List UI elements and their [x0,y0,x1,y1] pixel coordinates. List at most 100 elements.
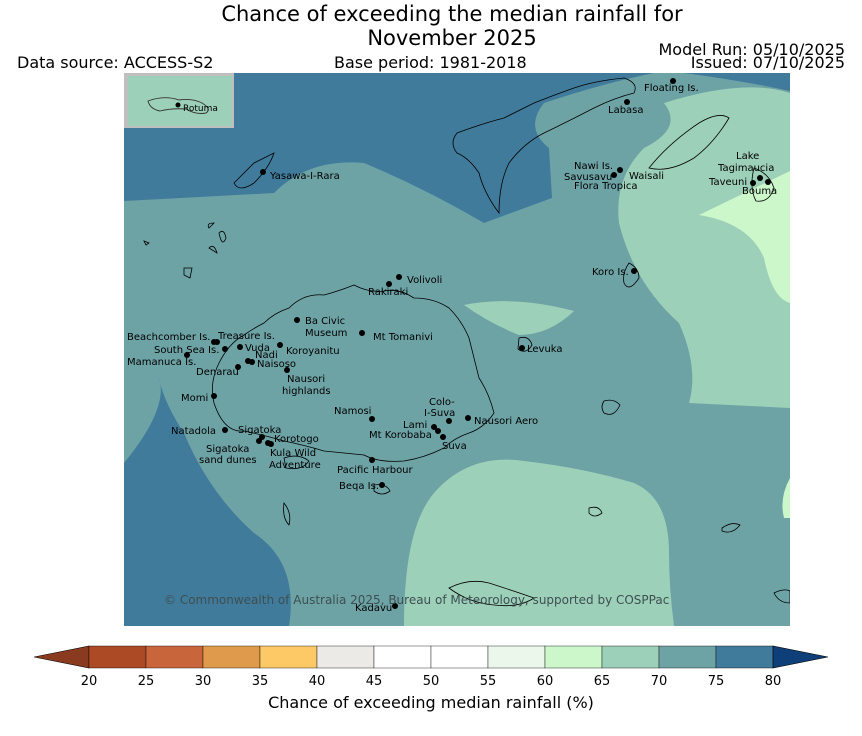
colorbar-cell [259,645,318,669]
label-kula2: Adventure [269,460,321,471]
marker-yasawa [260,169,266,175]
label-korobaba: Mt Korobaba [369,430,432,441]
label-sigatoka: Sigatoka [238,425,281,436]
label-sig-dunes2: sand dunes [199,455,257,466]
label-flora: Flora Tropica [574,181,637,192]
viti-levu-coast [211,284,495,462]
label-nausori-h1: Nausori [287,374,325,385]
koro-coast [623,262,640,288]
colorbar-ticks: 20 25 30 35 40 45 50 55 60 65 70 75 80 [81,674,782,689]
zone-60-65-east [699,171,790,303]
zone-75-80-north [124,73,654,223]
label-colo1: Colo- [429,397,455,408]
zone-60-65-southeast [782,478,790,518]
marker-kula [268,441,274,447]
marker-ba [294,317,300,323]
zone-65-70-south [404,459,674,626]
rainfall-map: Floating Is. Labasa Yasawa-I-Rara Nawi I… [124,73,790,626]
marker-namosi [369,416,375,422]
map-title: Chance of exceeding the median rainfall … [0,2,862,50]
colorbar-tick-label: 35 [252,674,269,689]
title-line-1: Chance of exceeding the median rainfall … [221,2,683,26]
marker-natadola [222,427,228,433]
east-islet [773,589,790,604]
marker-koro [631,268,637,274]
label-sig-dunes1: Sigatoka [206,444,249,455]
label-tagimaucia: Tagimaucia [717,163,774,174]
label-kula1: Kula Wild [270,448,316,459]
marker-southsea [222,346,228,352]
marker-treasure [214,339,220,345]
label-colo2: I-Suva [424,408,455,419]
label-kadavu: Kadavu [355,603,392,614]
colorbar-cell [715,645,774,669]
label-volivoli: Volivoli [407,275,442,286]
colorbar-tick-label: 70 [651,674,668,689]
label-koroyanitu: Koroyanitu [286,346,340,357]
data-source-label: Data source: ACCESS-S2 [17,53,214,72]
zone-75-80-ne [684,73,790,91]
taveuni-coast [751,167,775,202]
kadavu-coast [448,580,535,607]
zone-65-70-central [464,301,574,335]
label-mamanuca: Mamanuca Is. [127,357,196,368]
colorbar-cell [601,645,660,669]
colorbar-tick-label: 40 [309,674,326,689]
colorbar-cell [145,645,204,669]
place-labels: Floating Is. Labasa Yasawa-I-Rara Nawi I… [127,83,777,614]
marker-korobaba [435,428,441,434]
issued-label: Issued: 07/10/2025 [690,53,845,72]
label-museum: Museum [305,328,347,339]
copyright-notice: © Commonwealth of Australia 2025, Bureau… [164,593,669,607]
colorbar-tick-label: 75 [708,674,725,689]
colorbar-tick-label: 65 [594,674,611,689]
label-koro: Koro Is. [592,267,629,278]
label-nausori-h2: highlands [282,386,331,397]
vatulele-coast [283,502,291,526]
label-savusavu: Savusavu [564,172,612,183]
label-korotogo: Korotogo [274,434,319,445]
marker-sigatoka-dunes [256,438,262,444]
label-levuka: Levuka [527,344,563,355]
marker-momi [211,393,217,399]
colorbar-tick-label: 80 [765,674,782,689]
label-naisoso: Naisoso [257,359,296,370]
marker-denarau [235,364,241,370]
label-southsea: South Sea Is. [154,345,219,356]
colorbar-tick-label: 55 [480,674,497,689]
colorbar-tick-label: 45 [366,674,383,689]
label-vuda: Vuda [245,343,270,354]
gau-coast [601,399,621,415]
label-namosi: Namosi [334,406,371,417]
marker-tagimaucia [757,175,763,181]
colorbar-cell [487,645,546,669]
marker-colo [446,418,452,424]
yasawa-coast [143,152,275,279]
south-coast-islet [283,455,310,470]
marker-beqa [379,482,385,488]
marker-labasa [624,99,630,105]
base-period-label: Base period: 1981-2018 [334,53,527,72]
vanua-levu-coast [452,77,636,215]
moala-coast [588,506,603,517]
label-momi: Momi [181,393,208,404]
colorbar-cell [316,645,375,669]
marker-rotuma [175,102,181,108]
label-suva: Suva [442,441,467,452]
marker-lami [431,424,437,430]
marker-tomanivi [359,330,365,336]
label-beachcomber: Beachcomber Is. [127,332,210,343]
label-treasure: Treasure Is. [217,331,275,342]
colorbar-cell [373,645,432,669]
colorbar-tick-label: 50 [423,674,440,689]
label-labasa: Labasa [608,105,644,116]
marker-pacific-harbour [369,457,375,463]
marker-bouma [765,179,771,185]
label-yasawa: Yasawa-I-Rara [269,171,340,182]
place-markers [184,78,771,609]
label-nausori-aero: Nausori Aero [474,416,538,427]
marker-kadavu [392,603,398,609]
marker-mamanuca [184,352,190,358]
marker-nawi [617,167,623,173]
label-tomanivi: Mt Tomanivi [373,332,433,343]
